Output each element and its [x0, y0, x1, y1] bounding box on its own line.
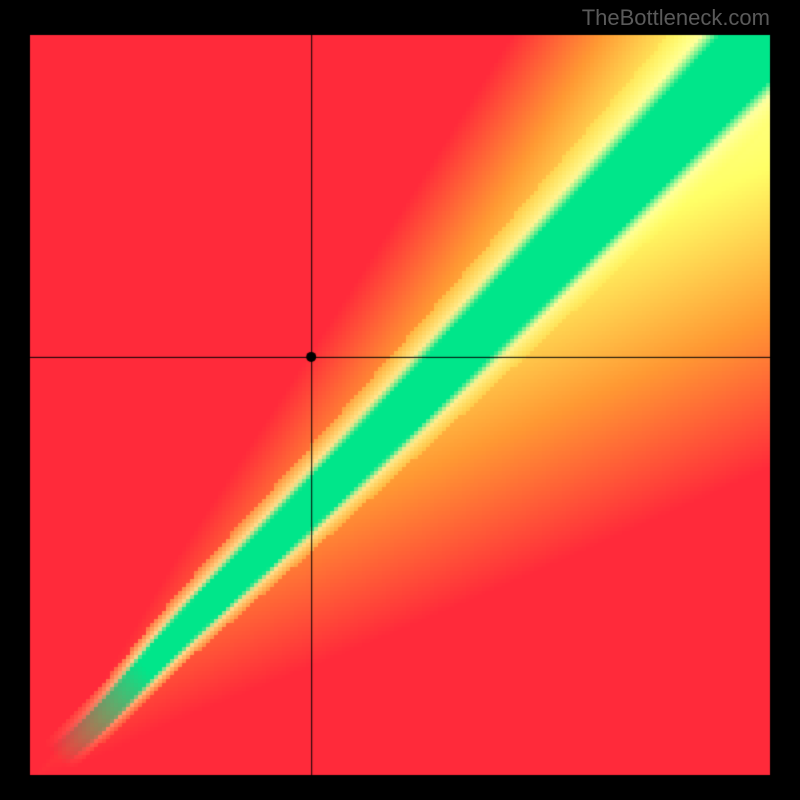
watermark-text: TheBottleneck.com [582, 5, 770, 31]
bottleneck-heatmap-chart [0, 0, 800, 800]
